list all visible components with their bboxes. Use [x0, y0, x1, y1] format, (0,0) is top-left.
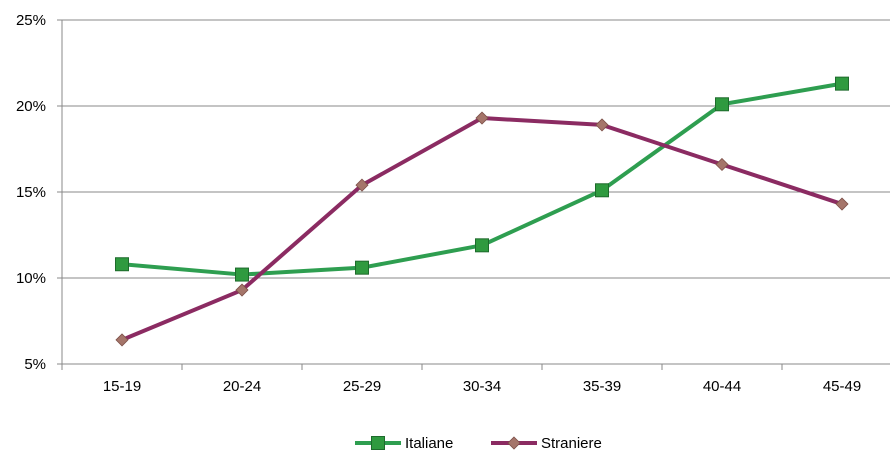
data-point — [235, 283, 249, 297]
data-point — [475, 238, 489, 253]
legend-marker — [371, 436, 385, 450]
y-tick-label: 25% — [16, 12, 46, 29]
y-tick-label: 5% — [24, 356, 46, 373]
y-tick-label: 10% — [16, 270, 46, 287]
legend-item-italiane: Italiane — [355, 435, 453, 452]
data-point — [835, 76, 849, 91]
data-point — [355, 260, 369, 275]
series-line — [121, 116, 843, 342]
legend-label: Straniere — [541, 435, 602, 452]
y-tick-labels: 5% 10% 15% 20% 25% — [16, 12, 46, 373]
legend-item-straniere: Straniere — [491, 435, 602, 452]
series-layer — [115, 76, 849, 347]
x-tick-label: 40-44 — [703, 378, 741, 395]
x-tick-label: 20-24 — [223, 378, 261, 395]
data-point — [595, 118, 609, 132]
data-point — [595, 183, 609, 198]
data-point — [715, 97, 729, 112]
y-tick-label: 20% — [16, 98, 46, 115]
data-point — [355, 178, 369, 192]
data-point — [835, 197, 849, 211]
data-point — [115, 333, 129, 347]
x-tick-label: 15-19 — [103, 378, 141, 395]
x-tick-label: 30-34 — [463, 378, 501, 395]
y-tick-label: 15% — [16, 184, 46, 201]
grid-layer — [57, 19, 890, 370]
legend: Italiane Straniere — [355, 435, 602, 452]
x-tick-label: 45-49 — [823, 378, 861, 395]
data-point — [115, 257, 129, 272]
legend-label: Italiane — [405, 435, 453, 452]
series-italiane — [115, 76, 849, 282]
series-straniere — [115, 111, 849, 347]
data-point — [235, 267, 249, 282]
x-tick-label: 25-29 — [343, 378, 381, 395]
x-tick-labels: 15-19 20-24 25-29 30-34 35-39 40-44 45-49 — [103, 378, 861, 395]
axis-layer — [61, 20, 890, 365]
data-point — [715, 157, 729, 172]
x-tick-label: 35-39 — [583, 378, 621, 395]
data-point — [475, 111, 489, 125]
legend-marker — [507, 436, 521, 450]
